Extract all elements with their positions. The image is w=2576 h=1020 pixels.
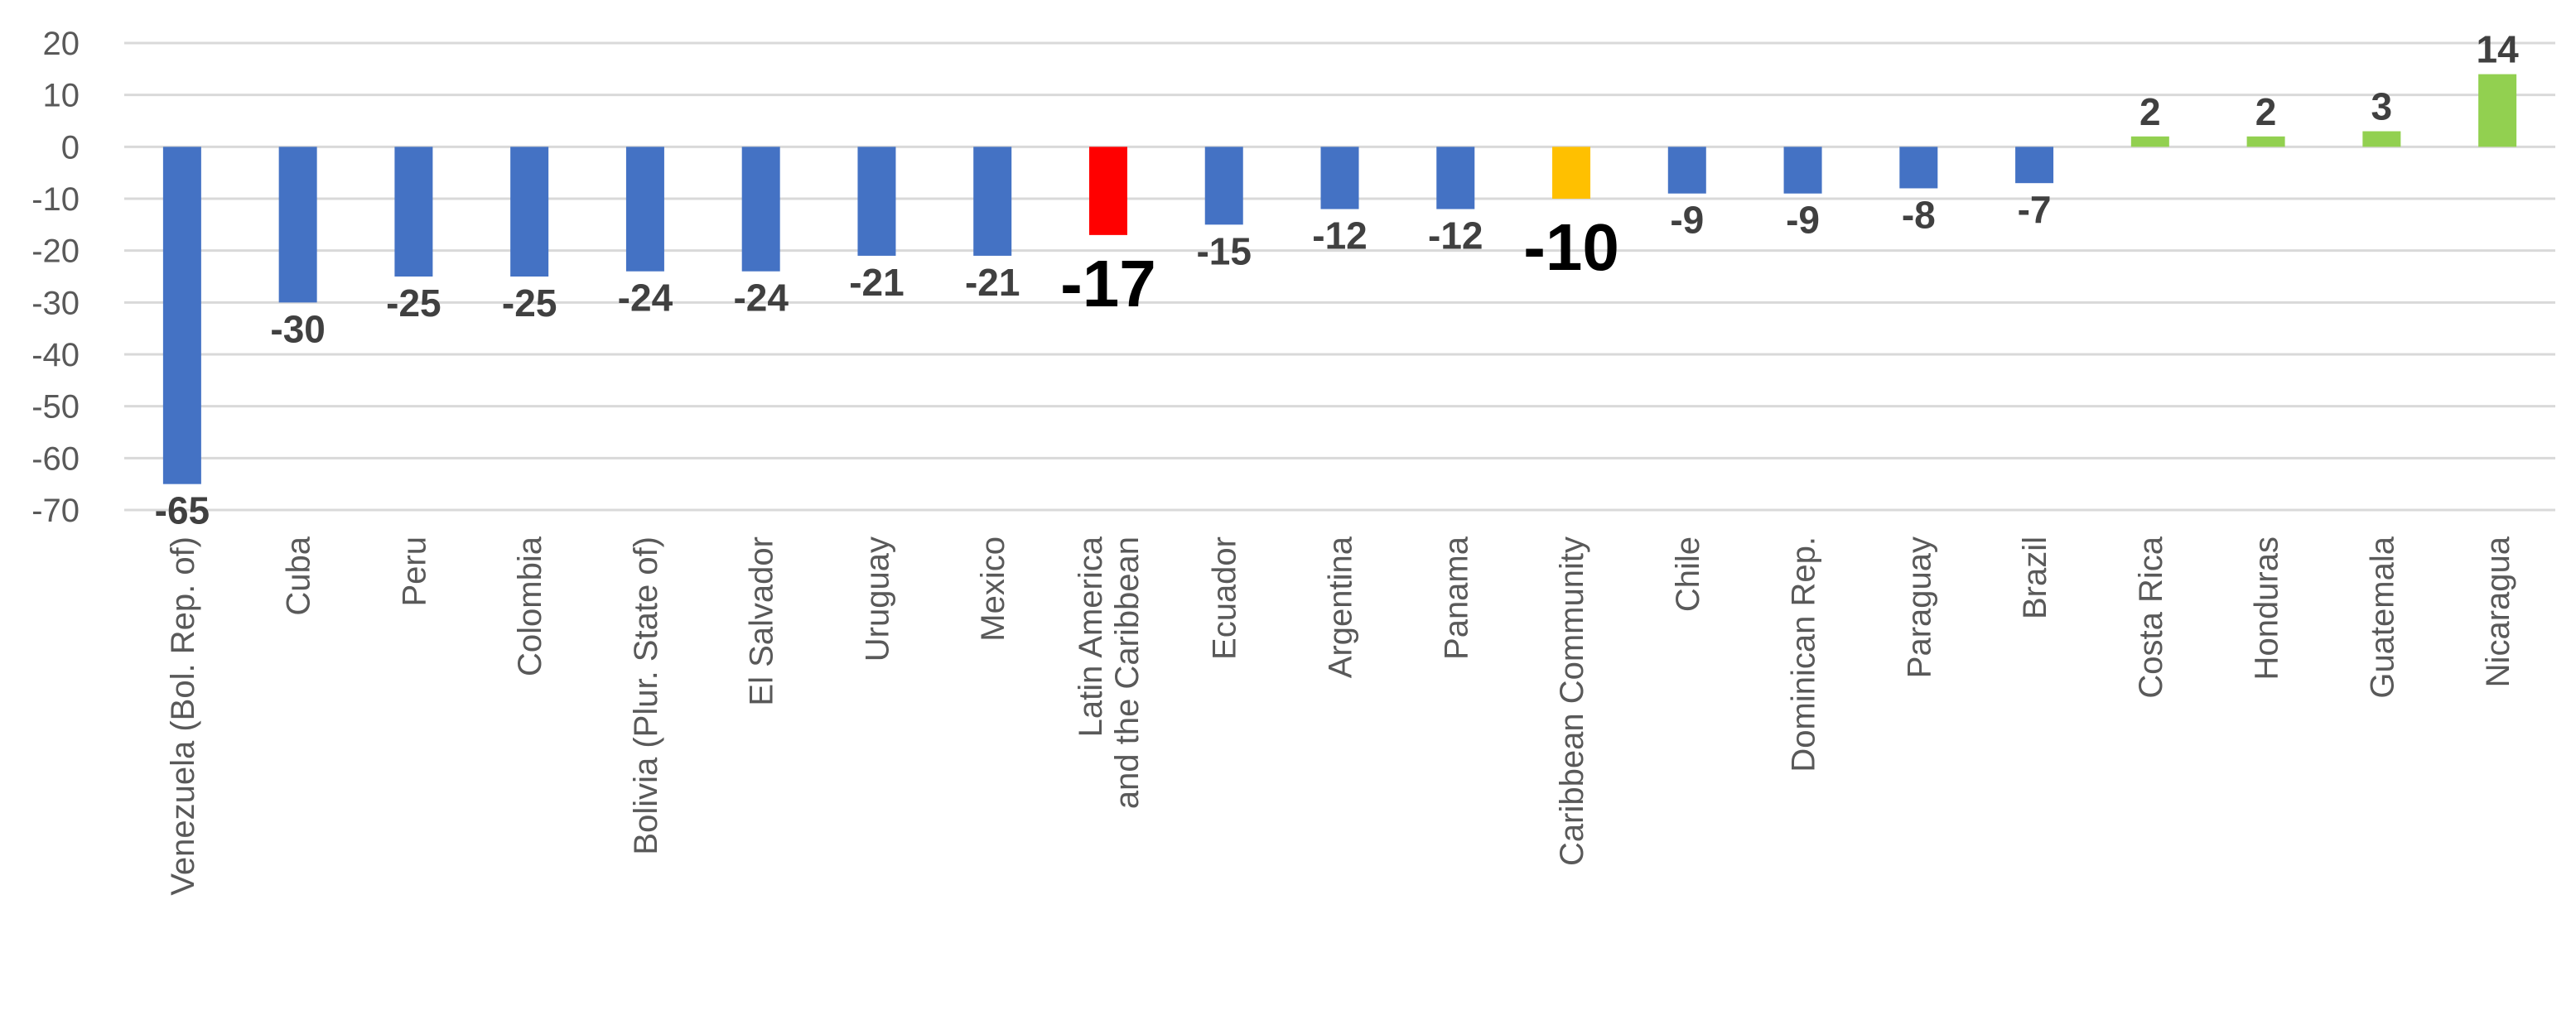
bar	[625, 147, 664, 272]
bar	[1783, 147, 1822, 194]
x-tick-label: Dominican Rep.	[1786, 536, 1822, 772]
x-tick-label: Peru	[396, 536, 432, 607]
data-label: -15	[1196, 229, 1251, 272]
bar	[1552, 147, 1591, 199]
x-tick-label: El Salvador	[744, 536, 780, 706]
x-tick-label: Costa Rica	[2133, 536, 2169, 698]
bar	[2130, 136, 2169, 147]
bar	[857, 147, 896, 256]
x-tick-label: Uruguay	[859, 536, 895, 662]
x-tick-label: Chile	[1670, 536, 1706, 612]
x-tick-label: Bolivia (Plur. State of)	[628, 536, 664, 855]
data-label: 2	[2255, 90, 2277, 133]
grid-lines	[124, 41, 2555, 512]
x-tick-label: Guatemala	[2364, 536, 2400, 698]
bar	[1667, 147, 1706, 194]
data-label: -24	[618, 277, 673, 320]
x-tick-label: Cuba	[281, 536, 317, 615]
y-tick-label: 0	[61, 129, 80, 166]
bar	[278, 147, 317, 303]
x-tick-label: Mexico	[975, 536, 1011, 642]
y-tick-label: -40	[31, 337, 80, 373]
data-label: 2	[2139, 90, 2161, 133]
x-tick-label: Nicaragua	[2480, 536, 2516, 687]
y-tick-label: -50	[31, 389, 80, 426]
y-tick-label: -10	[31, 181, 80, 218]
data-label: -25	[502, 281, 557, 325]
y-axis-tick-labels: 20 10 0 -10 -20 -30 -40 -50 -60 -70	[31, 26, 80, 529]
data-label: -7	[2018, 188, 2052, 231]
bar	[2362, 131, 2401, 147]
y-tick-label: 10	[43, 78, 80, 114]
x-axis-tick-labels: Venezuela (Bol. Rep. of) Cuba Peru Colombia…	[165, 536, 2516, 895]
data-label: -21	[965, 261, 1020, 304]
x-tick-label: Argentina	[1323, 536, 1359, 678]
data-label: -8	[1902, 193, 1936, 236]
data-label: -65	[155, 489, 210, 532]
y-tick-label: -30	[31, 285, 80, 321]
y-tick-label: 20	[43, 26, 80, 62]
x-tick-label: Latin Americaand the Caribbean	[1073, 536, 1146, 809]
bar	[2015, 147, 2054, 184]
bar	[2246, 136, 2285, 147]
data-label: -9	[1786, 199, 1820, 242]
data-label: 3	[2371, 85, 2393, 128]
bar	[510, 147, 549, 277]
data-label: -9	[1670, 199, 1704, 242]
x-tick-label: Colombia	[512, 536, 548, 676]
data-label: -21	[849, 261, 904, 304]
data-labels: -65 -30 -25 -25 -24 -24 -21 -21 -17 -15 -12 -12 -10 -…	[155, 28, 2519, 532]
x-tick-label: Paraguay	[1901, 536, 1937, 678]
bar	[741, 147, 780, 272]
x-tick-label: Honduras	[2249, 536, 2285, 680]
bar	[1899, 147, 1938, 189]
bar	[973, 147, 1012, 256]
data-label: 14	[2477, 28, 2520, 71]
x-tick-label: Ecuador	[1207, 536, 1243, 660]
data-label: -24	[733, 277, 789, 320]
bar	[162, 147, 201, 484]
data-label: -12	[1312, 214, 1367, 257]
x-tick-label: Brazil	[2017, 536, 2053, 619]
x-tick-label: Panama	[1438, 536, 1474, 660]
data-label: -30	[270, 307, 325, 350]
x-tick-label: Venezuela (Bol. Rep. of)	[165, 536, 201, 896]
bar	[1320, 147, 1359, 209]
bar	[1436, 147, 1475, 209]
bar	[2478, 74, 2517, 147]
data-label: -25	[386, 281, 441, 325]
bar	[394, 147, 433, 277]
bars	[162, 74, 2517, 484]
y-tick-label: -60	[31, 440, 80, 477]
y-tick-label: -70	[31, 493, 80, 529]
bar	[1204, 147, 1243, 225]
x-tick-label: Caribbean Community	[1554, 536, 1590, 866]
bar	[1088, 147, 1127, 235]
y-tick-label: -20	[31, 233, 80, 270]
data-label: -12	[1428, 214, 1483, 257]
data-label: -17	[1060, 247, 1156, 320]
data-label: -10	[1523, 210, 1619, 284]
